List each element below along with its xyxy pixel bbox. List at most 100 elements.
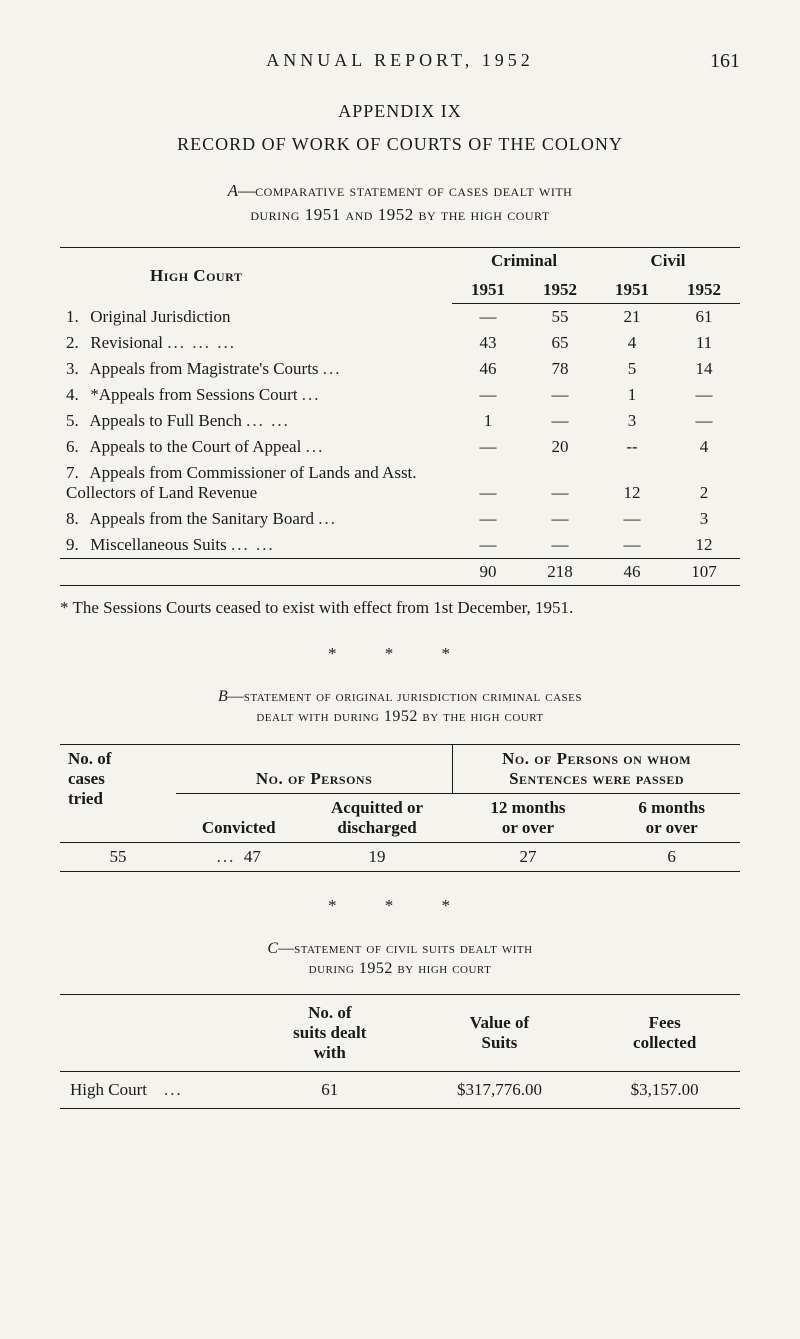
cell: 4 [596,330,668,356]
tb-whom-header: No. of Persons on whom Sentences were pa… [453,745,740,794]
section-c-title-line2: during 1952 by high court [60,960,740,978]
section-b-title-line1: B—statement of original jurisdiction cri… [60,688,740,706]
table-a: High Court Criminal Civil 1951 1952 1951… [60,247,740,586]
tc-value: $317,776.00 [410,1072,590,1109]
table-b: No. of cases tried No. of Persons No. of… [60,744,740,872]
table-a-crim-1951: 1951 [452,277,524,304]
tb-tried: 55 [60,843,176,872]
cell: 20 [524,434,596,460]
section-c-title-text2: during 1952 by high court [309,960,492,977]
cell: — [524,460,596,506]
cell: 61 [668,304,740,331]
row-label: 1. Original Jurisdiction [60,304,452,331]
table-a-crim-1952: 1952 [524,277,596,304]
total-cell: 218 [524,559,596,586]
table-b-data-row: 55 ... 47 19 27 6 [60,843,740,872]
tc-col-suits: No. of suits dealt with [250,995,410,1072]
cell: 14 [668,356,740,382]
cell: 5 [596,356,668,382]
table-a-civ-1952: 1952 [668,277,740,304]
table-a-head-row1: High Court Criminal Civil [60,248,740,278]
table-b-head-row1: No. of cases tried No. of Persons No. of… [60,745,740,794]
table-a-civil-spanner: Civil [596,248,740,278]
cell: 55 [524,304,596,331]
table-row: 1. Original Jurisdiction — 55 21 61 [60,304,740,331]
page-header: ANNUAL REPORT, 1952 161 [60,50,740,71]
cell: 1 [596,382,668,408]
table-row: 8. Appeals from the Sanitary Board ... —… [60,506,740,532]
cell: 46 [452,356,524,382]
tc-col-value: Value of Suits [410,995,590,1072]
cell: — [452,304,524,331]
cell: — [668,382,740,408]
section-c-dash: — [278,940,294,957]
cell: — [524,408,596,434]
cell: — [596,506,668,532]
record-title: RECORD OF WORK OF COURTS OF THE COLONY [60,134,740,155]
section-b-prefix: B [218,688,228,705]
cell: 65 [524,330,596,356]
cell: 21 [596,304,668,331]
section-c-title-line1: C—statement of civil suits dealt with [60,940,740,958]
table-c: No. of suits dealt with Value of Suits F… [60,994,740,1109]
cell: 3 [668,506,740,532]
cell: — [452,506,524,532]
tb-acquitted: 19 [301,843,452,872]
cell: — [596,532,668,559]
total-cell: 46 [596,559,668,586]
table-row: 9. Miscellaneous Suits ... ... — — — 12 [60,532,740,559]
section-b-title-text2: dealt with during 1952 by the high court [256,708,543,725]
table-a-civ-1951: 1951 [596,277,668,304]
section-a-title-line2: during 1951 and 1952 by the high court [60,205,740,225]
running-head: ANNUAL REPORT, 1952 [266,50,533,71]
table-row: 2. Revisional ... ... ... 43 65 4 11 [60,330,740,356]
cell: — [524,506,596,532]
cell: 43 [452,330,524,356]
cell: 11 [668,330,740,356]
table-a-footnote: * The Sessions Courts ceased to exist wi… [60,598,740,618]
section-a-title-text1: comparative statement of cases dealt wit… [255,181,572,200]
table-a-totals: 90 218 46 107 [60,559,740,586]
appendix-title: APPENDIX IX [60,101,740,122]
tc-suits: 61 [250,1072,410,1109]
separator-stars: * * * [60,896,740,916]
cell: — [524,382,596,408]
row-label: 4. *Appeals from Sessions Court ... [60,382,452,408]
total-cell: 107 [668,559,740,586]
tc-empty-head [60,995,250,1072]
row-label: 6. Appeals to the Court of Appeal ... [60,434,452,460]
table-c-head: No. of suits dealt with Value of Suits F… [60,995,740,1072]
table-a-criminal-spanner: Criminal [452,248,596,278]
tb-sub-convicted: Convicted [176,794,301,843]
page-number: 161 [710,50,740,73]
section-a-dash: — [238,181,255,200]
cell: — [452,532,524,559]
section-c-title-text1: statement of civil suits dealt with [294,940,532,957]
cell: — [452,434,524,460]
cell: 1 [452,408,524,434]
cell: — [668,408,740,434]
cell: — [452,382,524,408]
section-b-dash: — [228,688,244,705]
table-row: 6. Appeals to the Court of Appeal ... — … [60,434,740,460]
totals-empty [60,559,452,586]
cell: — [524,532,596,559]
table-c-data-row: High Court ... 61 $317,776.00 $3,157.00 [60,1072,740,1109]
tb-sub-12m: 12 months or over [453,794,604,843]
cell: 2 [668,460,740,506]
cell: 12 [668,532,740,559]
row-label: 7. Appeals from Commissioner of Lands an… [60,460,452,506]
table-row: 4. *Appeals from Sessions Court ... — — … [60,382,740,408]
section-b-title-line2: dealt with during 1952 by the high court [60,708,740,726]
row-label: 2. Revisional ... ... ... [60,330,452,356]
cell: 4 [668,434,740,460]
tb-m6: 6 [603,843,740,872]
row-label: 3. Appeals from Magistrate's Courts ... [60,356,452,382]
table-row: 3. Appeals from Magistrate's Courts ... … [60,356,740,382]
tb-sub-acquitted: Acquitted or discharged [301,794,452,843]
tc-row-label: High Court ... [60,1072,250,1109]
high-court-label: High Court [150,266,242,285]
section-a-prefix: A [228,181,238,200]
cell: — [452,460,524,506]
tc-fees: $3,157.00 [589,1072,740,1109]
